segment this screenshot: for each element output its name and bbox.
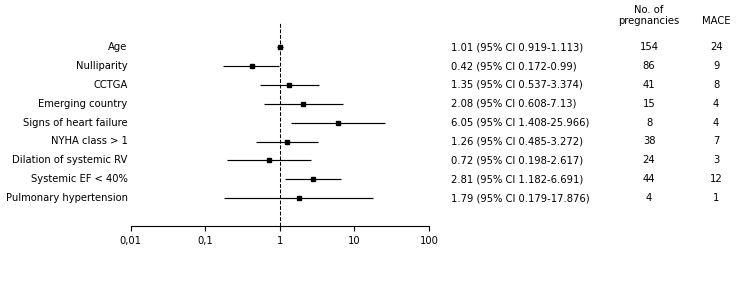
Text: 24: 24: [643, 155, 655, 165]
Text: Signs of heart failure: Signs of heart failure: [23, 118, 128, 128]
Text: 154: 154: [639, 42, 659, 52]
Text: No. of
pregnancies: No. of pregnancies: [618, 5, 680, 26]
Text: 9: 9: [713, 61, 719, 71]
Text: Dilation of systemic RV: Dilation of systemic RV: [12, 155, 128, 165]
Text: Pulmonary hypertension: Pulmonary hypertension: [5, 193, 128, 203]
Text: 1.26 (95% CI 0.485-3.272): 1.26 (95% CI 0.485-3.272): [451, 136, 583, 147]
Text: 86: 86: [643, 61, 655, 71]
Text: 8: 8: [646, 118, 652, 128]
Text: 4: 4: [646, 193, 652, 203]
Text: 4: 4: [713, 118, 719, 128]
Text: NYHA class > 1: NYHA class > 1: [51, 136, 128, 147]
Text: 0.72 (95% CI 0.198-2.617): 0.72 (95% CI 0.198-2.617): [451, 155, 583, 165]
Text: 3: 3: [713, 155, 719, 165]
Text: Age: Age: [108, 42, 128, 52]
Text: 24: 24: [710, 42, 722, 52]
Text: 38: 38: [643, 136, 655, 147]
Text: 15: 15: [642, 99, 656, 109]
Text: 1.35 (95% CI 0.537-3.374): 1.35 (95% CI 0.537-3.374): [451, 80, 583, 90]
Text: CCTGA: CCTGA: [93, 80, 128, 90]
Text: 12: 12: [709, 174, 723, 184]
Text: 44: 44: [643, 174, 655, 184]
Text: MACE: MACE: [702, 16, 730, 26]
Text: Nulliparity: Nulliparity: [76, 61, 128, 71]
Text: 8: 8: [713, 80, 719, 90]
Text: 2.08 (95% CI 0.608-7.13): 2.08 (95% CI 0.608-7.13): [451, 99, 577, 109]
Text: 1: 1: [713, 193, 719, 203]
Text: 1.79 (95% CI 0.179-17.876): 1.79 (95% CI 0.179-17.876): [451, 193, 590, 203]
Text: Emerging country: Emerging country: [38, 99, 128, 109]
Text: 41: 41: [643, 80, 655, 90]
Text: 1.01 (95% CI 0.919-1.113): 1.01 (95% CI 0.919-1.113): [451, 42, 583, 52]
Text: 0.42 (95% CI 0.172-0.99): 0.42 (95% CI 0.172-0.99): [451, 61, 577, 71]
Text: 4: 4: [713, 99, 719, 109]
Text: Systemic EF < 40%: Systemic EF < 40%: [31, 174, 128, 184]
Text: 7: 7: [713, 136, 719, 147]
Text: 2.81 (95% CI 1.182-6.691): 2.81 (95% CI 1.182-6.691): [451, 174, 583, 184]
Text: 6.05 (95% CI 1.408-25.966): 6.05 (95% CI 1.408-25.966): [451, 118, 589, 128]
